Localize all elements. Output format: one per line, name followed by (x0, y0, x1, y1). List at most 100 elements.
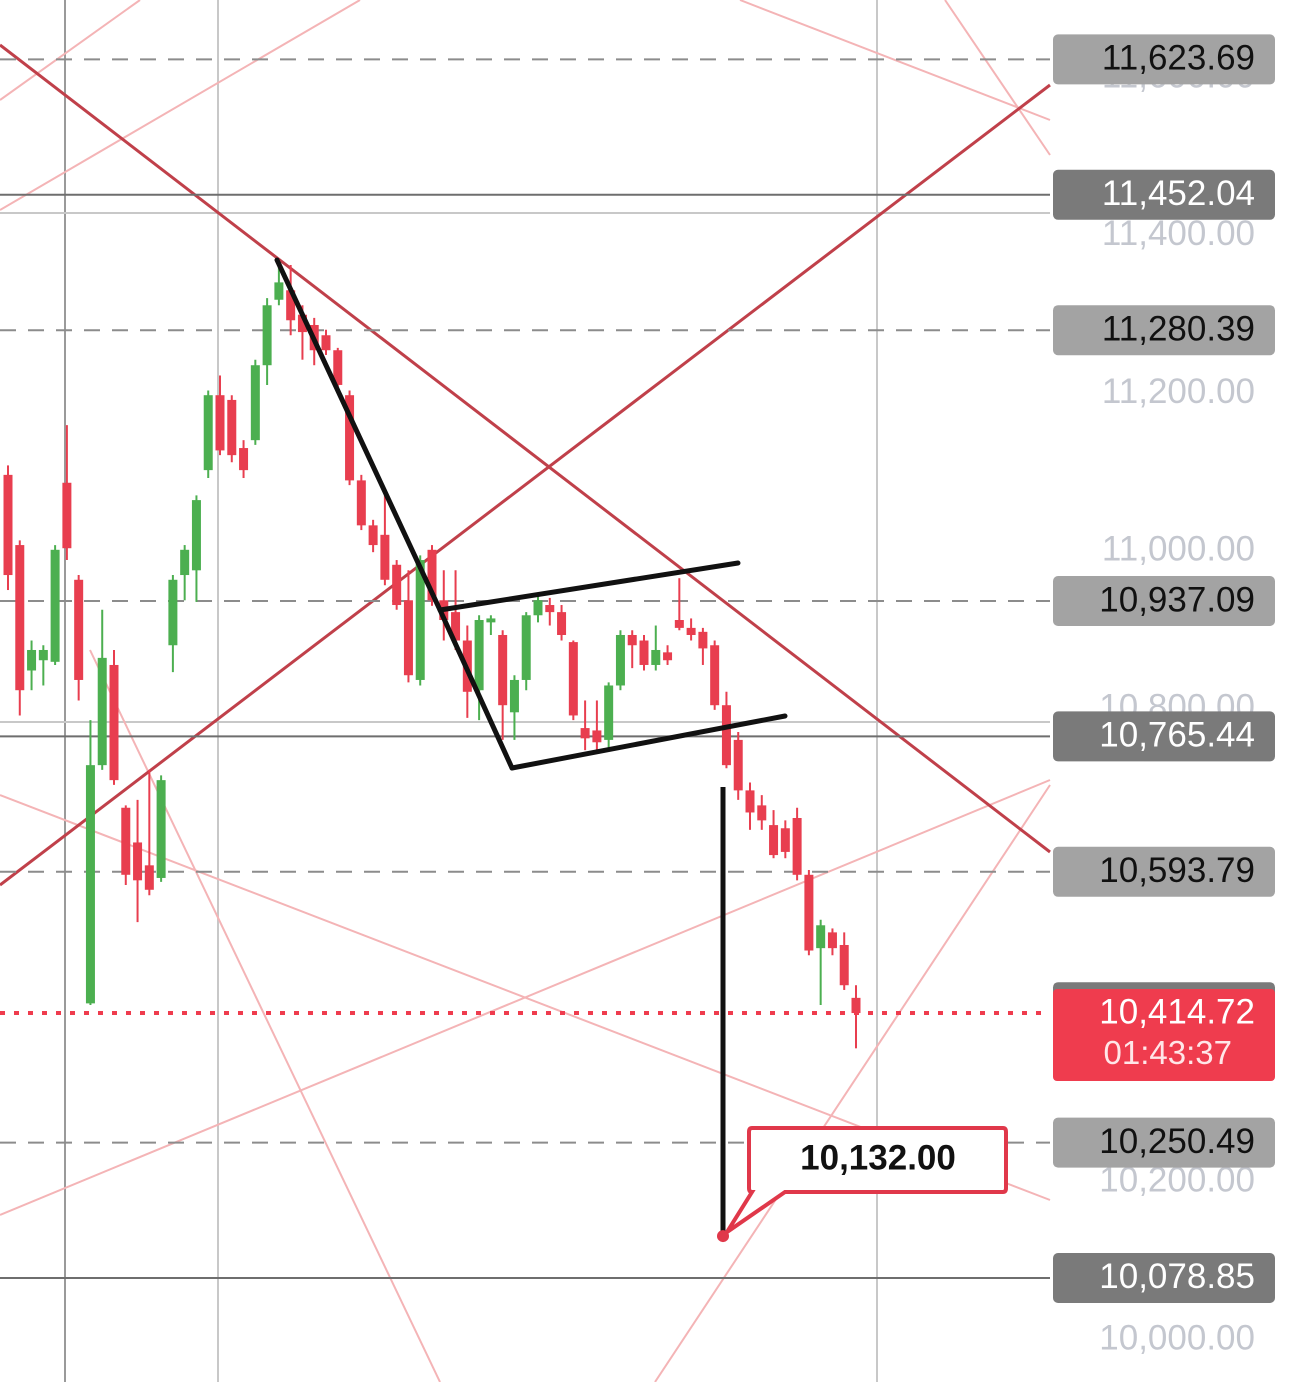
candle-body (733, 739, 743, 791)
candle-body (239, 448, 249, 471)
candle-body (62, 482, 72, 549)
candle-body (191, 500, 201, 571)
candle-body (851, 997, 861, 1014)
candle-body (816, 925, 826, 949)
candle-body (380, 534, 390, 580)
price-level-label: 11,623.69 (1102, 39, 1255, 78)
y-tick-label: 11,400.00 (1102, 214, 1255, 253)
candle-body (3, 474, 13, 576)
candle-body (286, 290, 296, 321)
candle-body (509, 679, 519, 713)
price-level-label: 11,280.39 (1102, 309, 1255, 348)
candle-body (721, 705, 731, 766)
candle-body (533, 600, 543, 616)
trendline (0, 0, 361, 211)
candle-body (710, 645, 720, 706)
trendline (0, 0, 141, 101)
candle-body (15, 545, 25, 691)
candle-body (604, 685, 614, 740)
candle-body (451, 612, 461, 641)
grid-layer (0, 0, 1050, 1382)
trendline (654, 784, 1051, 1382)
callout-label: 10,132.00 (800, 1138, 956, 1177)
candle-body (639, 640, 649, 665)
candle-body (580, 728, 590, 739)
price-level-box (1053, 1117, 1275, 1168)
candle-body (297, 314, 307, 333)
candle-body (686, 627, 696, 635)
callout-box (725, 1126, 1008, 1234)
candle-body (557, 612, 567, 635)
flag-top (437, 560, 741, 613)
price-level-box (1053, 1252, 1275, 1303)
price-level-label: 10,078.85 (1099, 1257, 1255, 1296)
trendline (89, 649, 441, 1382)
candle-body (827, 932, 837, 949)
price-level-label: 10,937.09 (1099, 580, 1255, 619)
y-tick-label: 11,000.00 (1102, 530, 1255, 569)
candle-body (250, 365, 260, 441)
candle-body (745, 790, 755, 813)
candle-body (180, 549, 190, 576)
price-level-box (1053, 711, 1275, 762)
candle-body (568, 642, 578, 716)
candle-body (651, 649, 661, 665)
red-trendlines (0, 43, 1051, 887)
candle-body (333, 350, 343, 385)
candle-body (392, 564, 402, 606)
price-level-box (1053, 34, 1275, 85)
candle-body (839, 944, 849, 986)
candle-body (674, 620, 684, 628)
trendline (0, 83, 1051, 887)
current-price-label: 10,414.72 (1099, 992, 1255, 1031)
candle-body (97, 657, 107, 766)
candle-body (262, 305, 272, 366)
candle-body (356, 480, 366, 526)
candle-body (227, 399, 237, 456)
target-dot (717, 1230, 729, 1243)
price-level-box (1053, 576, 1275, 627)
candle-body (427, 549, 437, 601)
candle-body (627, 634, 637, 646)
candle-body (545, 605, 555, 613)
candle-body (50, 549, 60, 662)
candle-body (474, 620, 484, 691)
candle-body (345, 395, 355, 481)
current-price-box (1053, 989, 1275, 1082)
flag-pole (274, 257, 515, 771)
price-level-label: 10,250.49 (1099, 1122, 1255, 1161)
candle-body (769, 825, 779, 856)
candle-body (38, 649, 48, 661)
candle-body (592, 730, 602, 743)
candle-body (27, 649, 37, 671)
candle-body (804, 874, 814, 951)
candle-body (415, 560, 425, 680)
candle-body (403, 600, 413, 676)
price-level-box (1053, 846, 1275, 897)
candle-body (368, 525, 378, 546)
flag-bottom (509, 713, 788, 771)
trendline (944, 0, 1051, 156)
candle-body (498, 634, 508, 706)
candle-body (757, 805, 767, 821)
trendline (0, 43, 1051, 854)
candle-body (109, 664, 119, 781)
countdown-label: 01:43:37 (1104, 1034, 1232, 1071)
candle-body (215, 395, 225, 451)
black-drawings (274, 257, 788, 771)
trendline (739, 0, 1051, 121)
price-level-label: 10,593.79 (1099, 851, 1255, 890)
overlay: 10,132.00 (0, 787, 1050, 1243)
candle-body (168, 579, 178, 646)
candles (3, 260, 861, 1049)
candle-body (521, 615, 531, 680)
candle-body (74, 579, 84, 680)
candle-body (85, 765, 95, 1004)
candle-body (203, 395, 213, 471)
price-level-box (1053, 305, 1275, 356)
y-tick-label: 10,000.00 (1099, 1318, 1255, 1357)
candle-body (486, 618, 496, 623)
candle-body (663, 652, 673, 661)
y-tick-label: 11,200.00 (1102, 372, 1255, 411)
